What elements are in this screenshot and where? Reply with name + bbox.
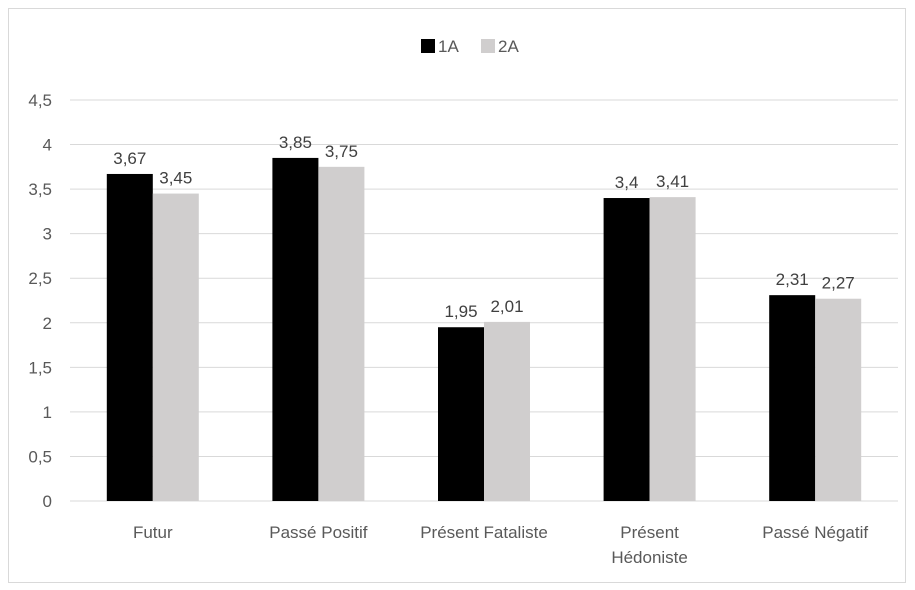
bar-2a [318,166,365,502]
y-tick-label: 1 [43,403,52,422]
bar-2a [815,298,862,501]
x-category-label: Présent [620,523,679,542]
bar-2a [649,197,696,501]
bar-1a [272,157,319,501]
bar-2a [152,193,199,502]
y-tick-label: 4 [43,136,52,155]
y-tick-label: 2 [43,314,52,333]
legend-label-1a: 1A [438,37,459,56]
bar-1a [106,173,153,501]
data-label: 1,95 [444,302,477,321]
data-label: 3,4 [615,173,639,192]
x-category-label: Présent Fataliste [420,523,548,542]
bar-1a [438,327,484,501]
y-tick-label: 3,5 [28,180,52,199]
data-label: 3,41 [656,172,689,191]
x-category-label: Passé Positif [269,523,368,542]
bar-2a [484,321,530,501]
data-label: 3,67 [113,149,146,168]
x-category-label: Hédoniste [611,548,688,567]
legend-swatch-1a [421,39,435,53]
data-label: 3,45 [159,169,192,188]
x-category-label: Passé Négatif [762,523,868,542]
data-label: 2,27 [822,274,855,293]
bar-1a [769,295,816,501]
y-tick-label: 2,5 [28,269,52,288]
data-label: 3,75 [325,142,358,161]
y-tick-label: 0 [43,492,52,511]
y-tick-label: 0,5 [28,447,52,466]
data-label: 2,31 [776,270,809,289]
y-tick-label: 3 [43,225,52,244]
y-tick-label: 1,5 [28,358,52,377]
data-label: 3,85 [279,133,312,152]
legend-swatch-2a [481,39,495,53]
x-category-label: Futur [133,523,173,542]
bar-1a [603,198,650,501]
y-tick-label: 4,5 [28,91,52,110]
legend-label-2a: 2A [498,37,519,56]
data-label: 2,01 [490,297,523,316]
